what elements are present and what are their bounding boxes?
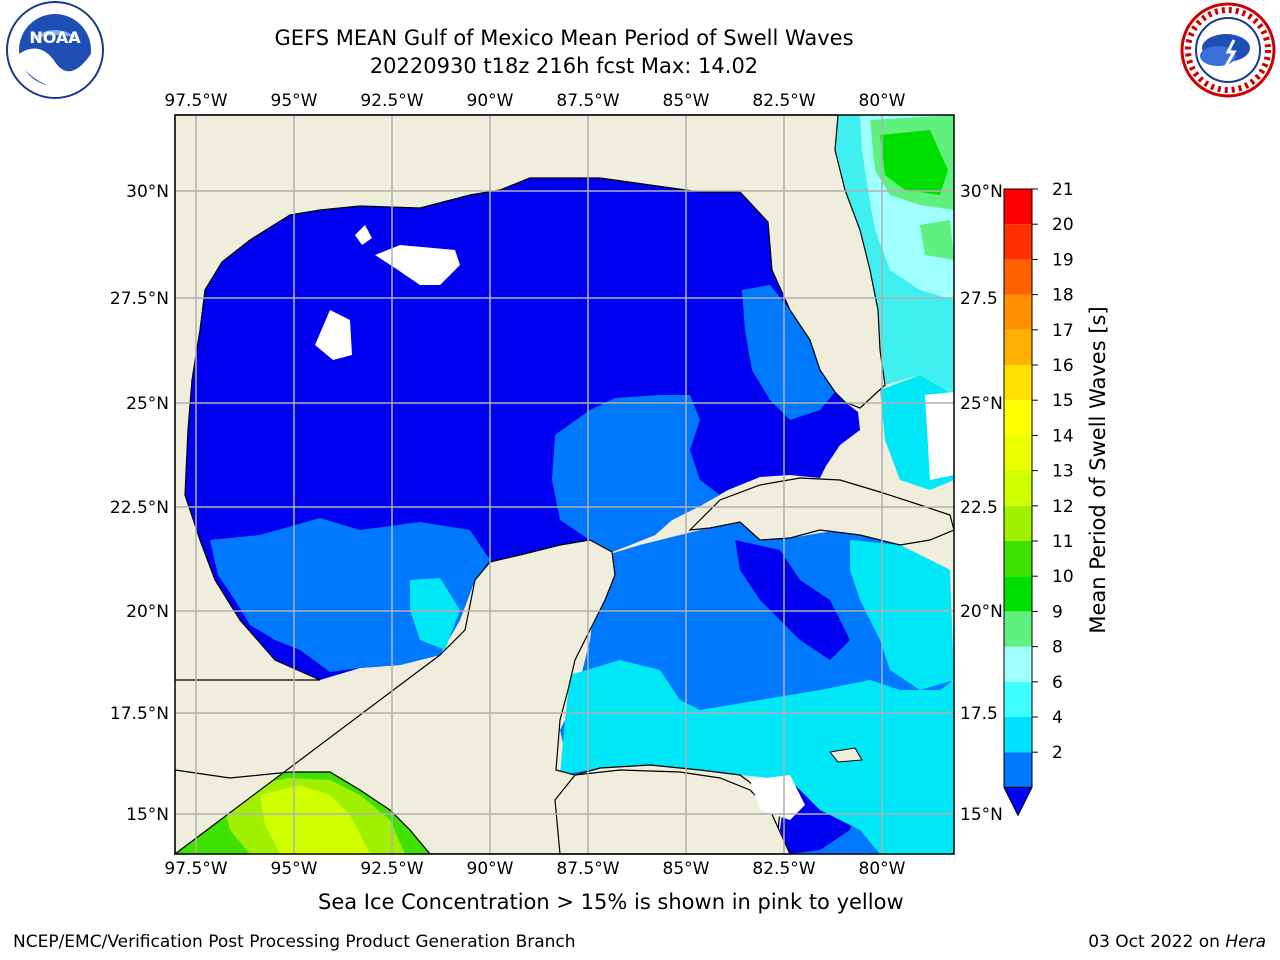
colorbar-tick: 4 (1052, 708, 1063, 728)
caribbean-swell-4-6 (560, 660, 954, 854)
colorbar-tick: 14 (1052, 426, 1074, 446)
lat-tick-left: 20°N (126, 602, 169, 622)
colorbar-segment (1004, 752, 1032, 788)
colorbar-tick: 15 (1052, 391, 1074, 411)
central-swell-2-4 (552, 395, 720, 552)
colorbar-tick: 6 (1052, 673, 1063, 693)
chart-subtitle: 20220930 t18z 216h fcst Max: 14.02 (369, 54, 759, 78)
colorbar-segment (1004, 189, 1032, 225)
lon-tick-top: 90°W (467, 91, 514, 111)
lat-tick-right: 25°N (960, 394, 1003, 414)
lat-tick-right: 17.5 (960, 704, 998, 724)
lon-tick-top: 80°W (859, 91, 906, 111)
colorbar-segment (1004, 717, 1032, 753)
colorbar-segment (1004, 470, 1032, 506)
colorbar-extend-arrow (1003, 786, 1033, 817)
colorbar-segment (1004, 259, 1032, 295)
colorbar-segment (1004, 681, 1032, 717)
colorbar-segment (1004, 576, 1032, 612)
lon-tick-bottom: 90°W (467, 859, 514, 879)
chart-title: GEFS MEAN Gulf of Mexico Mean Period of … (274, 26, 854, 50)
lat-tick-left: 22.5°N (110, 498, 169, 518)
colorbar-segment (1004, 400, 1032, 436)
lon-tick-top: 85°W (663, 91, 710, 111)
lon-tick-bottom: 87.5°W (556, 859, 619, 879)
lat-tick-left: 15°N (126, 805, 169, 825)
colorbar-segment (1004, 224, 1032, 260)
colorbar-tick: 9 (1052, 602, 1063, 622)
colorbar-tick: 18 (1052, 286, 1074, 306)
lon-tick-bottom: 97.5°W (164, 859, 227, 879)
colorbar-tick: 13 (1052, 462, 1074, 482)
land-jamaica (829, 747, 863, 763)
colorbar-tick: 19 (1052, 250, 1074, 270)
svg-text:NOAA: NOAA (29, 28, 81, 47)
colorbar-tick: 20 (1052, 215, 1074, 235)
colorbar-tick: 16 (1052, 356, 1074, 376)
lon-tick-bottom: 95°W (271, 859, 318, 879)
lat-tick-right: 27.5 (960, 289, 998, 309)
colorbar-tick: 11 (1052, 532, 1074, 552)
noaa-logo: NOAA (6, 1, 104, 99)
colorbar-tick: 10 (1052, 567, 1074, 587)
lon-tick-top: 95°W (271, 91, 318, 111)
land-cuba (688, 477, 955, 546)
lat-tick-right: 22.5 (960, 498, 998, 518)
colorbar-tick: 8 (1052, 638, 1063, 658)
colorbar-segment (1004, 505, 1032, 541)
footer-host: Hera (1225, 932, 1266, 952)
footer-credit: NCEP/EMC/Verification Post Processing Pr… (13, 932, 576, 952)
colorbar-segment (1004, 541, 1032, 577)
lat-tick-left: 25°N (126, 394, 169, 414)
sea-ice-caption: Sea Ice Concentration > 15% is shown in … (318, 890, 904, 914)
lat-tick-right: 20°N (960, 602, 1003, 622)
colorbar: 21 20 19 18 17 16 15 14 13 12 11 10 9 8 6 4 2 (1003, 180, 1074, 817)
colorbar-segment (1004, 611, 1032, 647)
land-north-america (174, 114, 886, 681)
colorbar-tick: 2 (1052, 743, 1063, 763)
colorbar-segment (1004, 365, 1032, 401)
lon-tick-bottom: 85°W (663, 859, 710, 879)
lon-tick-top: 97.5°W (164, 91, 227, 111)
lat-tick-left: 27.5°N (110, 289, 169, 309)
lon-tick-top: 87.5°W (556, 91, 619, 111)
lat-tick-right: 30°N (960, 182, 1003, 202)
colorbar-segment (1004, 435, 1032, 471)
lon-tick-bottom: 92.5°W (360, 859, 423, 879)
nws-logo (1180, 2, 1276, 98)
lon-tick-top: 82.5°W (752, 91, 815, 111)
lon-tick-bottom: 80°W (859, 859, 906, 879)
colorbar-segment (1004, 294, 1032, 330)
lat-tick-right: 15°N (960, 805, 1003, 825)
footer-date: 03 Oct 2022 on Hera (1088, 932, 1266, 952)
colorbar-tick: 17 (1052, 321, 1074, 341)
colorbar-tick: 21 (1052, 180, 1074, 200)
lon-tick-bottom: 82.5°W (752, 859, 815, 879)
colorbar-segment (1004, 329, 1032, 365)
lon-tick-top: 92.5°W (360, 91, 423, 111)
colorbar-segment (1004, 646, 1032, 682)
lat-tick-left: 30°N (126, 182, 169, 202)
lat-tick-left: 17.5°N (110, 704, 169, 724)
colorbar-tick: 12 (1052, 497, 1074, 517)
east-swell-2-4 (742, 285, 835, 420)
colorbar-label: Mean Period of Swell Waves [s] (1086, 306, 1110, 634)
